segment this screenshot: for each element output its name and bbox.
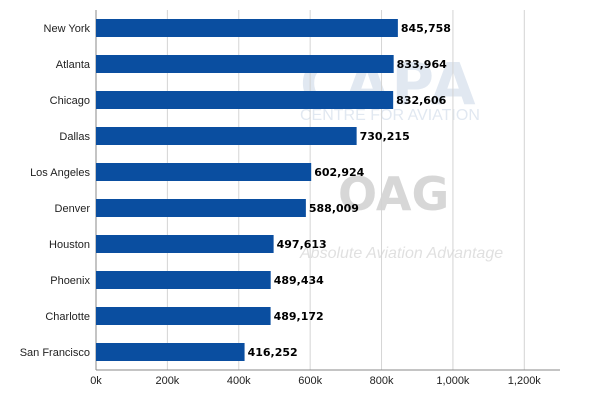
bar [96, 199, 306, 217]
category-label: Charlotte [45, 311, 90, 323]
x-tick-label: 1,200k [508, 375, 542, 387]
watermark: CAPA CENTRE FOR AVIATION OAG Absolute Av… [299, 50, 503, 262]
category-label: Chicago [50, 95, 90, 107]
bars [96, 19, 398, 361]
data-label: 845,758 [401, 22, 451, 35]
data-label: 730,215 [360, 130, 410, 143]
oag-tagline: Absolute Aviation Advantage [299, 245, 503, 262]
data-label: 602,924 [314, 166, 364, 179]
category-labels: New York Atlanta Chicago Dallas Los Angeles D… [20, 23, 91, 359]
category-label: Houston [49, 239, 90, 251]
oag-logo-text: OAG [338, 167, 449, 221]
bar [96, 163, 312, 181]
data-label: 497,613 [277, 238, 327, 251]
x-tick-label: 400k [227, 375, 251, 387]
data-label: 588,009 [309, 202, 359, 215]
category-label: New York [44, 23, 91, 35]
data-label: 489,172 [274, 310, 324, 323]
category-label: Dallas [59, 131, 90, 143]
bar [96, 19, 398, 37]
data-label: 489,434 [274, 274, 324, 287]
bar [96, 127, 357, 145]
capa-tagline: CENTRE FOR AVIATION [300, 107, 480, 124]
x-tick-label: 800k [370, 375, 394, 387]
category-label: Atlanta [56, 59, 91, 71]
data-labels: 845,758 833,964 832,606 730,215 602,924 588,0… [248, 22, 451, 359]
bar [96, 91, 394, 109]
bar [96, 55, 394, 73]
category-label: Los Angeles [30, 167, 90, 179]
x-tick-label: 0k [90, 375, 102, 387]
category-label: San Francisco [20, 347, 90, 359]
x-tick-label: 600k [298, 375, 322, 387]
bar [96, 343, 245, 361]
x-tick-label: 200k [155, 375, 179, 387]
bar [96, 271, 271, 289]
category-label: Phoenix [50, 275, 90, 287]
bar [96, 307, 271, 325]
x-tick-label: 1,000k [436, 375, 470, 387]
data-label: 832,606 [396, 94, 446, 107]
category-label: Denver [55, 203, 91, 215]
data-label: 416,252 [248, 346, 298, 359]
bar [96, 235, 274, 253]
data-label: 833,964 [397, 58, 447, 71]
